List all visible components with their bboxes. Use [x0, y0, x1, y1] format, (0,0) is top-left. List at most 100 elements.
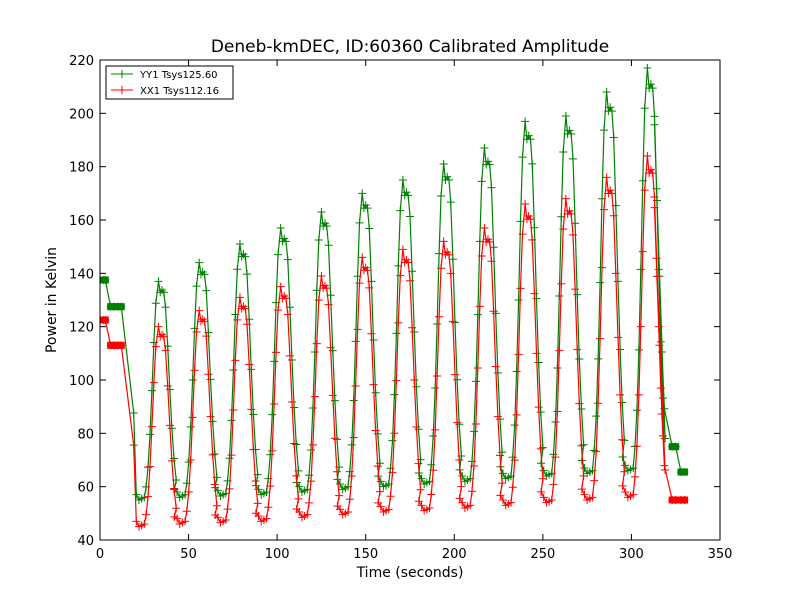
data-point: [658, 431, 667, 440]
data-point: [184, 458, 193, 467]
data-point: [596, 334, 605, 343]
data-point: [654, 322, 663, 331]
data-point: [406, 212, 414, 221]
data-point: [285, 351, 294, 360]
data-point: [272, 348, 281, 357]
data-point: [369, 336, 378, 344]
data-point: [524, 131, 533, 140]
data-point: [618, 398, 627, 407]
data-point: [446, 269, 455, 278]
data-point: [308, 404, 317, 412]
data-point: [347, 472, 356, 481]
data-point: [433, 372, 442, 380]
y-tick-label: 180: [69, 161, 94, 176]
data-point: [620, 467, 629, 476]
data-point: [453, 375, 462, 384]
data-point: [638, 247, 647, 256]
y-tick-label: 200: [69, 107, 94, 122]
data-point: [227, 451, 236, 460]
plateau-marker: [117, 341, 125, 349]
data-point: [475, 237, 484, 246]
x-tick-label: 200: [442, 547, 467, 562]
data-point: [640, 104, 649, 113]
plateau-marker: [107, 341, 115, 349]
data-point: [596, 278, 605, 287]
data-point: [655, 341, 664, 350]
data-point: [295, 482, 304, 491]
plateau-marker: [101, 276, 109, 284]
data-point: [439, 237, 448, 246]
data-point: [487, 183, 496, 192]
data-point: [496, 491, 505, 500]
data-point: [534, 403, 543, 412]
data-point: [607, 107, 616, 116]
data-point: [499, 496, 507, 504]
y-tick-label: 60: [77, 481, 94, 496]
data-point: [317, 272, 326, 280]
x-tick-label: 150: [353, 547, 378, 562]
data-point: [186, 456, 195, 464]
y-axis-label: Power in Kelvin: [44, 247, 60, 353]
data-point: [471, 420, 480, 428]
plateau-marker: [107, 303, 115, 311]
data-point: [212, 501, 221, 510]
data-point: [473, 310, 482, 319]
data-point: [636, 265, 645, 274]
data-point: [602, 173, 611, 182]
data-point: [358, 189, 367, 198]
data-point: [577, 405, 586, 414]
data-point: [159, 288, 168, 297]
data-point: [654, 265, 663, 274]
data-point: [630, 472, 639, 481]
data-point: [427, 490, 436, 499]
data-point: [414, 497, 423, 506]
data-point: [367, 329, 376, 338]
data-point: [568, 154, 577, 163]
data-point: [326, 343, 335, 352]
data-point: [371, 426, 380, 435]
data-point: [656, 337, 665, 346]
y-tick-label: 40: [77, 534, 94, 549]
data-point: [650, 192, 659, 201]
data-point: [443, 172, 452, 181]
data-point: [594, 399, 603, 408]
data-point: [274, 306, 283, 315]
data-point: [151, 342, 160, 351]
data-point: [312, 339, 321, 348]
data-point: [386, 492, 395, 501]
data-point: [369, 380, 378, 389]
data-point: [609, 133, 618, 142]
y-tick-label: 140: [69, 267, 94, 282]
data-point: [514, 296, 523, 304]
data-point: [536, 444, 545, 453]
data-point: [579, 471, 588, 480]
data-point: [646, 165, 655, 174]
data-point: [632, 442, 641, 451]
data-point: [592, 412, 601, 421]
data-point: [274, 250, 283, 259]
data-point: [532, 349, 541, 358]
data-point: [371, 388, 380, 397]
data-point: [392, 376, 401, 385]
data-point: [208, 450, 217, 459]
data-point: [282, 237, 290, 246]
data-point: [181, 517, 190, 526]
data-point: [333, 467, 342, 476]
data-point: [188, 376, 197, 384]
data-point: [192, 282, 201, 291]
y-tick-label: 80: [77, 427, 94, 442]
data-point: [129, 441, 138, 450]
data-point: [594, 354, 603, 363]
data-point: [592, 447, 601, 456]
data-point: [344, 508, 352, 516]
data-point: [398, 176, 407, 184]
data-point: [468, 487, 476, 496]
data-point: [416, 485, 425, 494]
data-point: [288, 398, 297, 406]
data-point: [314, 296, 323, 305]
data-point: [233, 265, 242, 274]
data-point: [508, 483, 517, 492]
data-point: [616, 345, 625, 354]
data-point: [602, 88, 611, 96]
data-point: [412, 382, 421, 391]
